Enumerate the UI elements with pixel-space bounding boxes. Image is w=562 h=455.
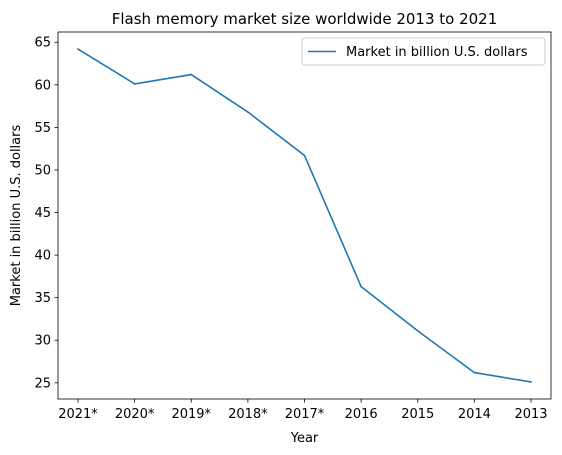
x-tick-label: 2019* xyxy=(171,407,211,422)
y-tick-label: 50 xyxy=(34,163,51,178)
x-axis-label: Year xyxy=(290,431,319,446)
chart-title: Flash memory market size worldwide 2013 … xyxy=(112,10,498,28)
x-tick-label: 2017* xyxy=(285,407,325,422)
data-point xyxy=(133,83,136,85)
x-tick-label: 2020* xyxy=(115,407,155,422)
x-tick-label: 2013 xyxy=(514,407,547,422)
series-layer xyxy=(77,48,532,383)
x-tick-label: 2016 xyxy=(345,407,378,422)
x-tick-label: 2021* xyxy=(58,407,98,422)
legend: Market in billion U.S. dollars xyxy=(301,37,546,66)
x-axis-ticks: 2021* 2020* 2019* 2018* 2017* 2016 2015 2014 201… xyxy=(58,399,548,422)
data-point xyxy=(303,154,306,157)
data-point xyxy=(473,371,476,374)
y-axis-label: Market in billion U.S. dollars xyxy=(9,125,24,307)
data-point xyxy=(190,73,193,76)
y-tick-label: 60 xyxy=(34,78,51,93)
legend-label: Market in billion U.S. dollars xyxy=(346,45,528,60)
y-axis-ticks: 25 30 35 40 45 50 55 60 65 xyxy=(34,36,58,391)
x-tick-label: 2014 xyxy=(458,407,491,422)
data-point xyxy=(530,381,532,383)
y-tick-label: 25 xyxy=(34,376,51,391)
x-tick-label: 2018* xyxy=(228,407,268,422)
y-tick-label: 65 xyxy=(34,36,51,51)
x-tick-label: 2015 xyxy=(401,407,434,422)
y-tick-label: 35 xyxy=(34,291,51,306)
y-tick-label: 40 xyxy=(34,249,51,264)
data-point xyxy=(360,285,362,288)
data-point xyxy=(247,111,249,113)
legend-box xyxy=(301,37,546,66)
y-tick-label: 30 xyxy=(34,334,51,349)
data-point xyxy=(416,330,419,332)
y-tick-label: 45 xyxy=(34,206,51,221)
y-tick-label: 55 xyxy=(34,121,51,136)
data-point xyxy=(77,48,79,50)
